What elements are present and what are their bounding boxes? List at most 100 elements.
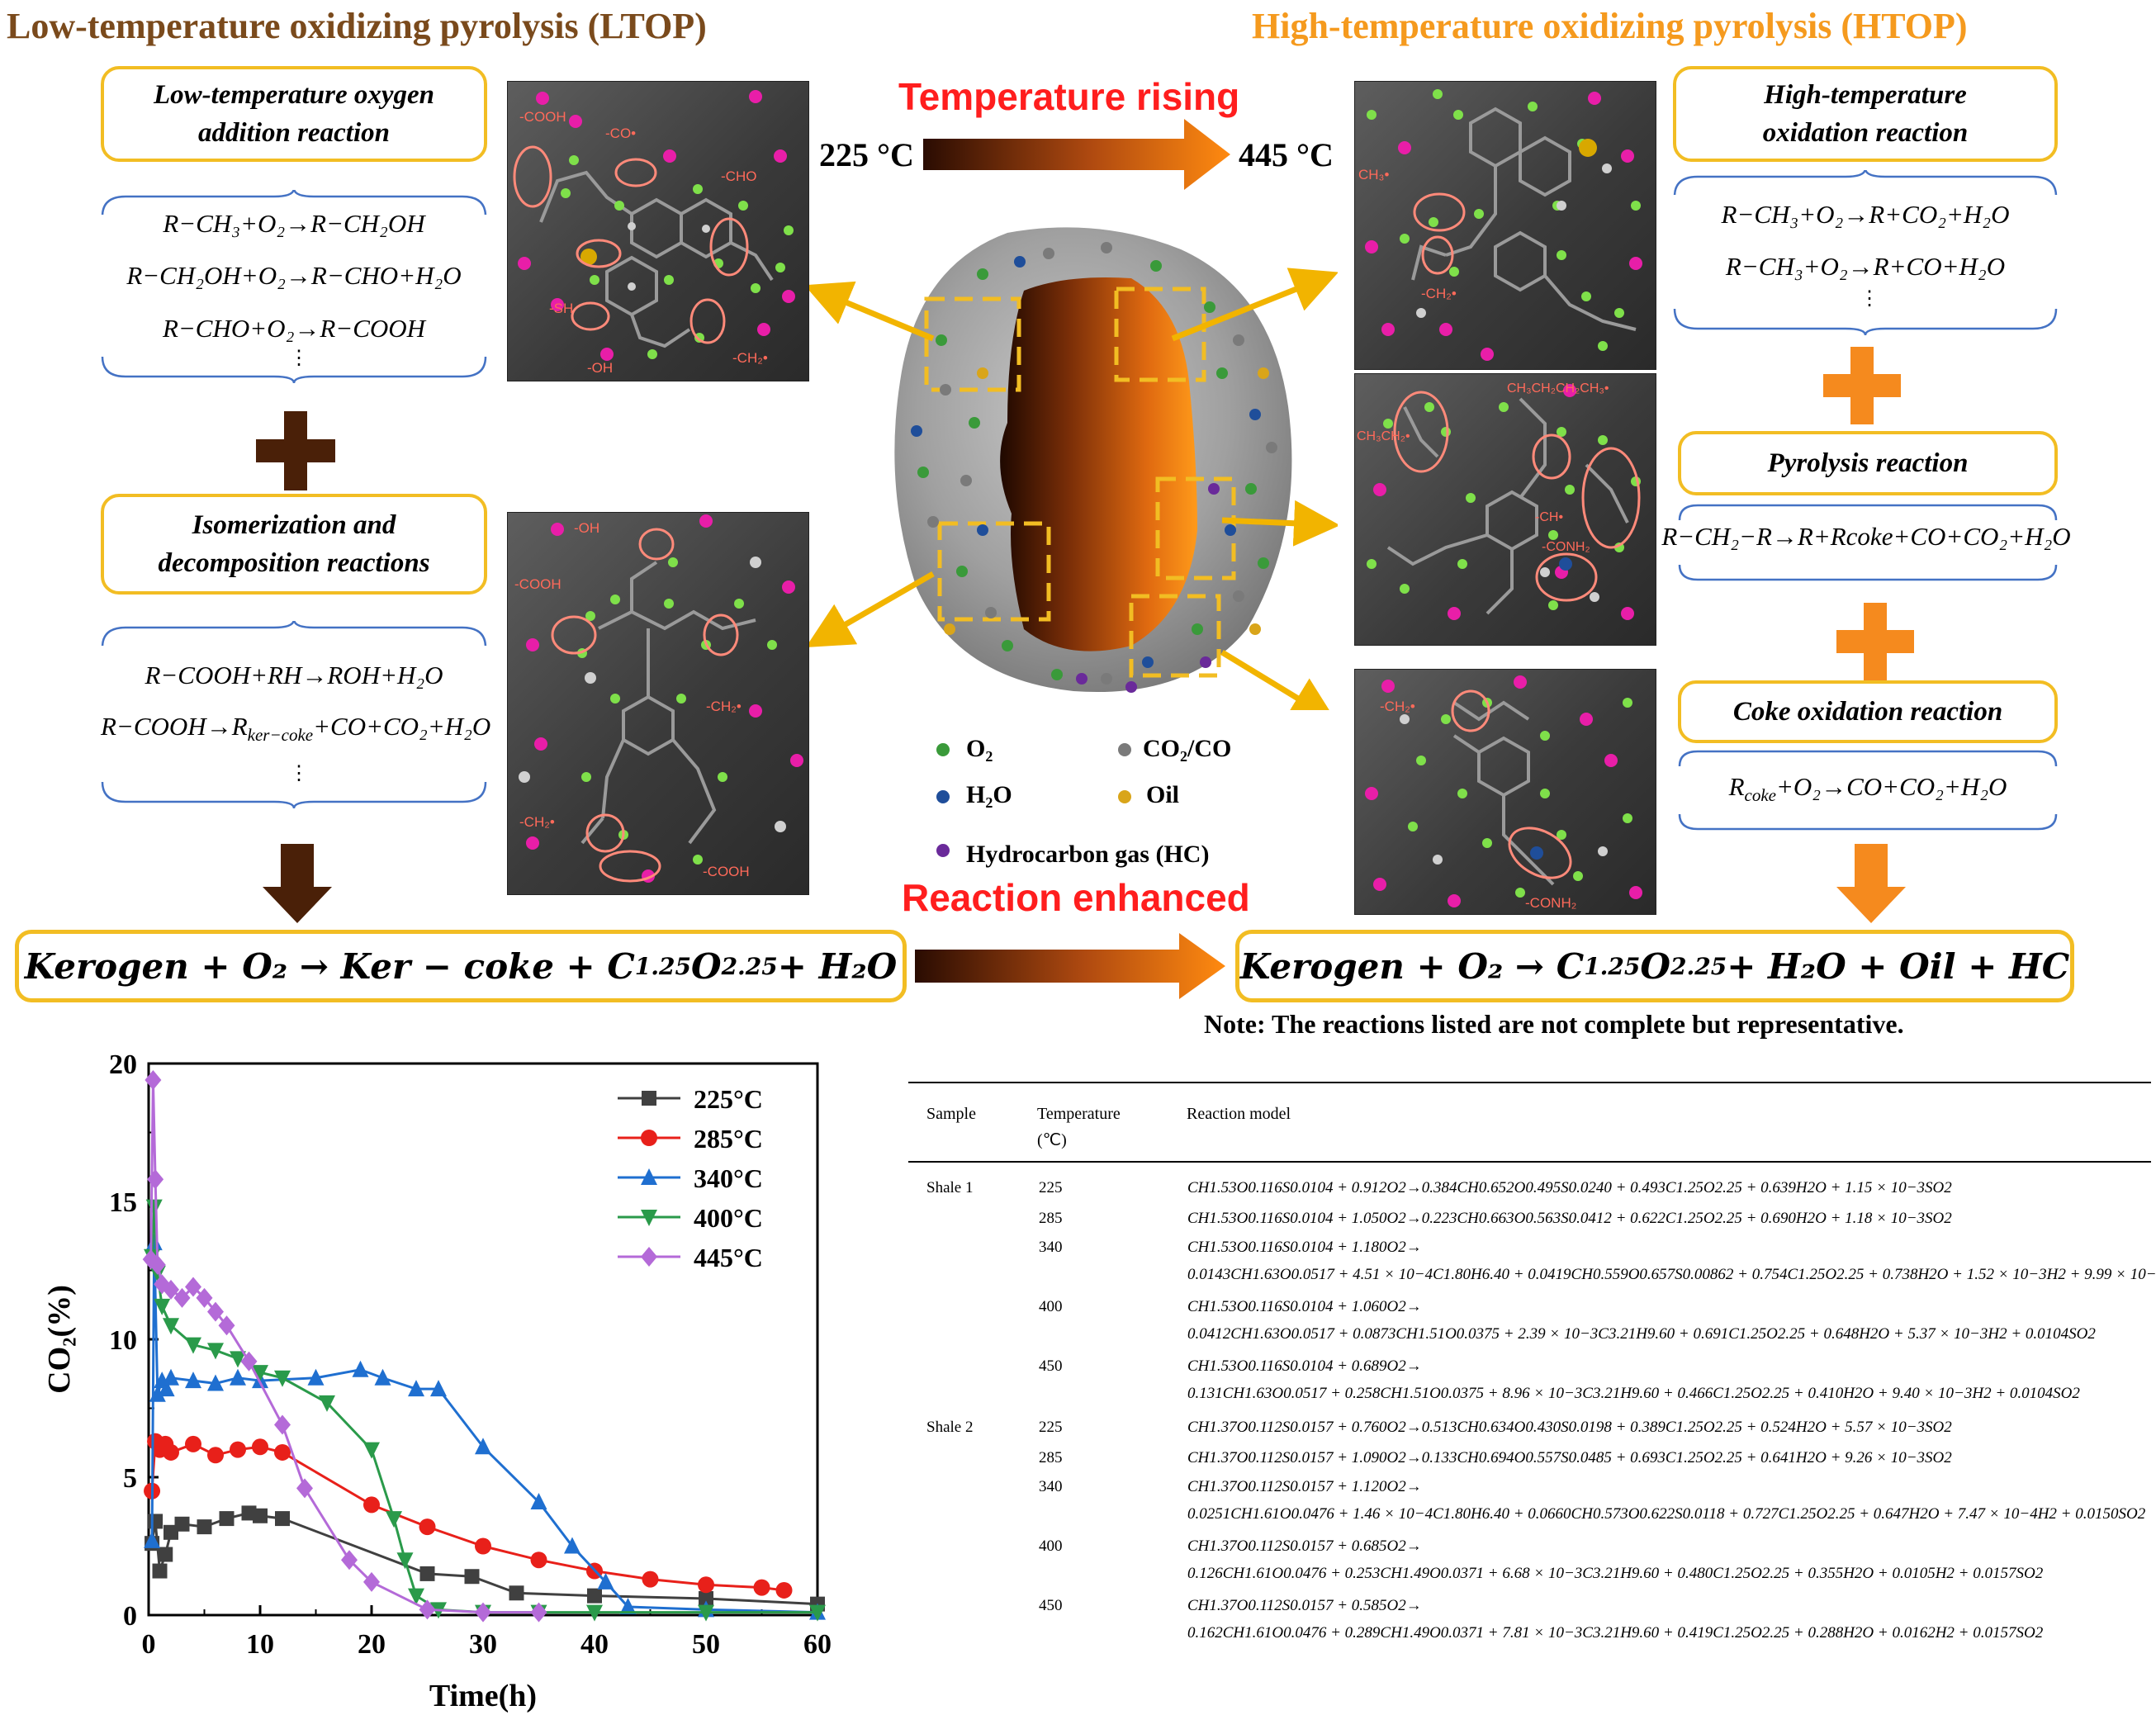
data-point xyxy=(475,1438,491,1455)
data-point xyxy=(699,1590,713,1606)
x-tick-label: 50 xyxy=(692,1629,720,1660)
table-cell-temperature: 285 xyxy=(1039,1449,1063,1466)
eq-ch3-to-co: R−CH₃+O₂→R+CO+H₂O xyxy=(1725,252,2006,281)
temperature-gradient-arrow xyxy=(923,119,1230,190)
y-tick-label: 10 xyxy=(109,1325,137,1356)
htop-overall-reaction: Kerogen + O₂ → C 1.25 O 2.25 + H₂O + Oil + … xyxy=(1235,930,2074,1002)
data-point xyxy=(230,1351,246,1368)
label-conh2: -CONH₂ xyxy=(1542,540,1590,554)
y-axis-label: CO₂(%) xyxy=(42,1285,77,1394)
data-point xyxy=(419,1599,436,1620)
label-ch2: -CH₂• xyxy=(1421,286,1457,301)
plus-icon-brown xyxy=(256,411,335,490)
label-co: -CO• xyxy=(605,126,636,141)
molecule-structure: -CH₂• -CONH₂ xyxy=(1365,675,1642,911)
htop-eq-sub1: 1.25 xyxy=(1584,952,1641,980)
x-tick-label: 40 xyxy=(580,1629,609,1660)
y-tick-label: 15 xyxy=(109,1187,137,1218)
eq-cooh-rh: R−COOH+RH→ROH+H₂O xyxy=(145,661,443,689)
data-point xyxy=(218,1315,235,1336)
label-ch2: -CH₂• xyxy=(519,814,555,830)
label-ch: -CH• xyxy=(1535,510,1563,524)
eq-ch3-to-co2: R−CH₃+O₂→R+CO₂+H₂O xyxy=(1721,200,2010,229)
table-cell-reaction-line-1: CH1.53O0.116S0.0104 + 1.060O2→ xyxy=(1187,1298,1422,1315)
data-point xyxy=(530,1602,547,1623)
label-conh2: -CONH₂ xyxy=(1525,895,1576,911)
data-point xyxy=(144,1531,161,1548)
x-tick-label: 30 xyxy=(469,1629,497,1660)
data-point xyxy=(396,1552,414,1570)
data-point xyxy=(207,1374,224,1391)
label-ch3: CH₃• xyxy=(1358,167,1389,182)
co2-chart: 0 10 20 30 40 50 60 0 5 10 15 20 Time(h) CO₂(%) 225°C 2… xyxy=(42,1049,832,1713)
ltop-overall-reaction: Kerogen + O₂ → Ker − coke + C 1.25 O 2.25 +… xyxy=(15,930,907,1002)
table-cell-reaction-line-2: 0.0143CH1.63O0.0517 + 4.51 × 10−4C1.80H6… xyxy=(1187,1266,2156,1283)
header-temp-unit: (℃) xyxy=(1037,1131,1067,1149)
legend-marker xyxy=(642,1091,656,1106)
table-top-rule xyxy=(908,1082,2151,1083)
eq-ch2oh-to-cho: R−CH₂OH+O₂→R−CHO+H₂O xyxy=(126,261,462,290)
table-cell-sample: Shale 1 xyxy=(926,1179,974,1196)
data-point xyxy=(152,1563,168,1579)
eq-pyrolysis: R−CH₂−R→R+Rcoke+CO+CO₂+H₂O xyxy=(1661,522,2071,551)
data-point xyxy=(163,1368,179,1386)
temperature-low: 225 °C xyxy=(819,136,914,173)
data-point xyxy=(597,1572,614,1590)
eq-ch3-to-ch2oh: R−CH₃+O₂→R−CH₂OH xyxy=(163,209,425,238)
table-cell-temperature: 340 xyxy=(1039,1478,1063,1495)
data-point xyxy=(408,1380,424,1397)
data-point xyxy=(185,1435,201,1452)
htop-eq-main: Kerogen + O₂ → C xyxy=(1239,945,1585,987)
legend-h2o: H₂O xyxy=(966,781,1012,808)
data-point xyxy=(319,1395,335,1412)
data-point xyxy=(185,1277,201,1297)
label-cooh: -COOH xyxy=(703,864,750,879)
temperature-high: 445 °C xyxy=(1239,136,1334,173)
data-point xyxy=(586,1604,603,1622)
data-point xyxy=(197,1519,212,1535)
label-ch2: -CH₂• xyxy=(706,699,742,714)
series-line-225°C xyxy=(150,1511,818,1606)
eq-sub: ker−coke xyxy=(247,725,314,746)
series-line-340°C xyxy=(150,1243,818,1614)
data-point xyxy=(809,1604,826,1622)
data-point xyxy=(185,1372,201,1389)
y-tick-label: 5 xyxy=(123,1463,137,1494)
x-tick-label: 0 xyxy=(142,1629,156,1660)
data-point xyxy=(698,1576,714,1594)
data-point xyxy=(274,1370,291,1387)
data-point xyxy=(363,1496,380,1514)
table-cell-temperature: 400 xyxy=(1039,1298,1063,1315)
ltop-eq-end: + H₂O xyxy=(777,945,898,987)
coke-oxidation-label: Coke oxidation reaction xyxy=(1732,697,2003,727)
htop-title: High-temperature oxidizing pyrolysis (HT… xyxy=(1252,6,1968,46)
data-point xyxy=(148,1514,163,1529)
x-axis-label: Time(h) xyxy=(429,1679,537,1713)
data-point xyxy=(619,1597,637,1614)
data-point xyxy=(530,1552,547,1569)
header-sample: Sample xyxy=(926,1105,976,1123)
legend-label: 400°C xyxy=(694,1203,763,1233)
brace-top-left-2 xyxy=(101,621,487,646)
data-point xyxy=(587,1588,602,1604)
molecule-panel-bottom-left: -OH -COOH -CH₂• -CH₂• -COOH xyxy=(507,512,809,895)
yellow-arrows xyxy=(809,268,1338,710)
data-point xyxy=(207,1301,224,1322)
table-cell-reaction-line-2: 0.126CH1.61O0.0476 + 0.253CH1.49O0.0371 … xyxy=(1187,1565,2044,1582)
table-cell-temperature: 225 xyxy=(1039,1419,1063,1436)
data-point xyxy=(363,1571,380,1592)
data-point xyxy=(564,1537,580,1554)
pyrolysis-box: Pyrolysis reaction xyxy=(1678,431,2058,495)
data-point xyxy=(196,1287,213,1308)
legend-marker xyxy=(641,1130,657,1146)
representative-note: Note: The reactions listed are not compl… xyxy=(1204,1009,1904,1039)
brace-bottom-left-1 xyxy=(101,356,487,383)
label-sh: -SH xyxy=(549,301,573,316)
label-ch2: -CH₂• xyxy=(732,350,768,366)
data-point xyxy=(173,1287,191,1308)
data-point xyxy=(274,1443,291,1461)
molecule-panel-top-left: -COOH -CO• -CHO -SH -OH -CH₂• xyxy=(507,81,809,381)
brace-bottom-left-2 xyxy=(101,781,487,808)
data-point xyxy=(230,1441,246,1458)
label-cooh: -COOH xyxy=(514,576,562,592)
